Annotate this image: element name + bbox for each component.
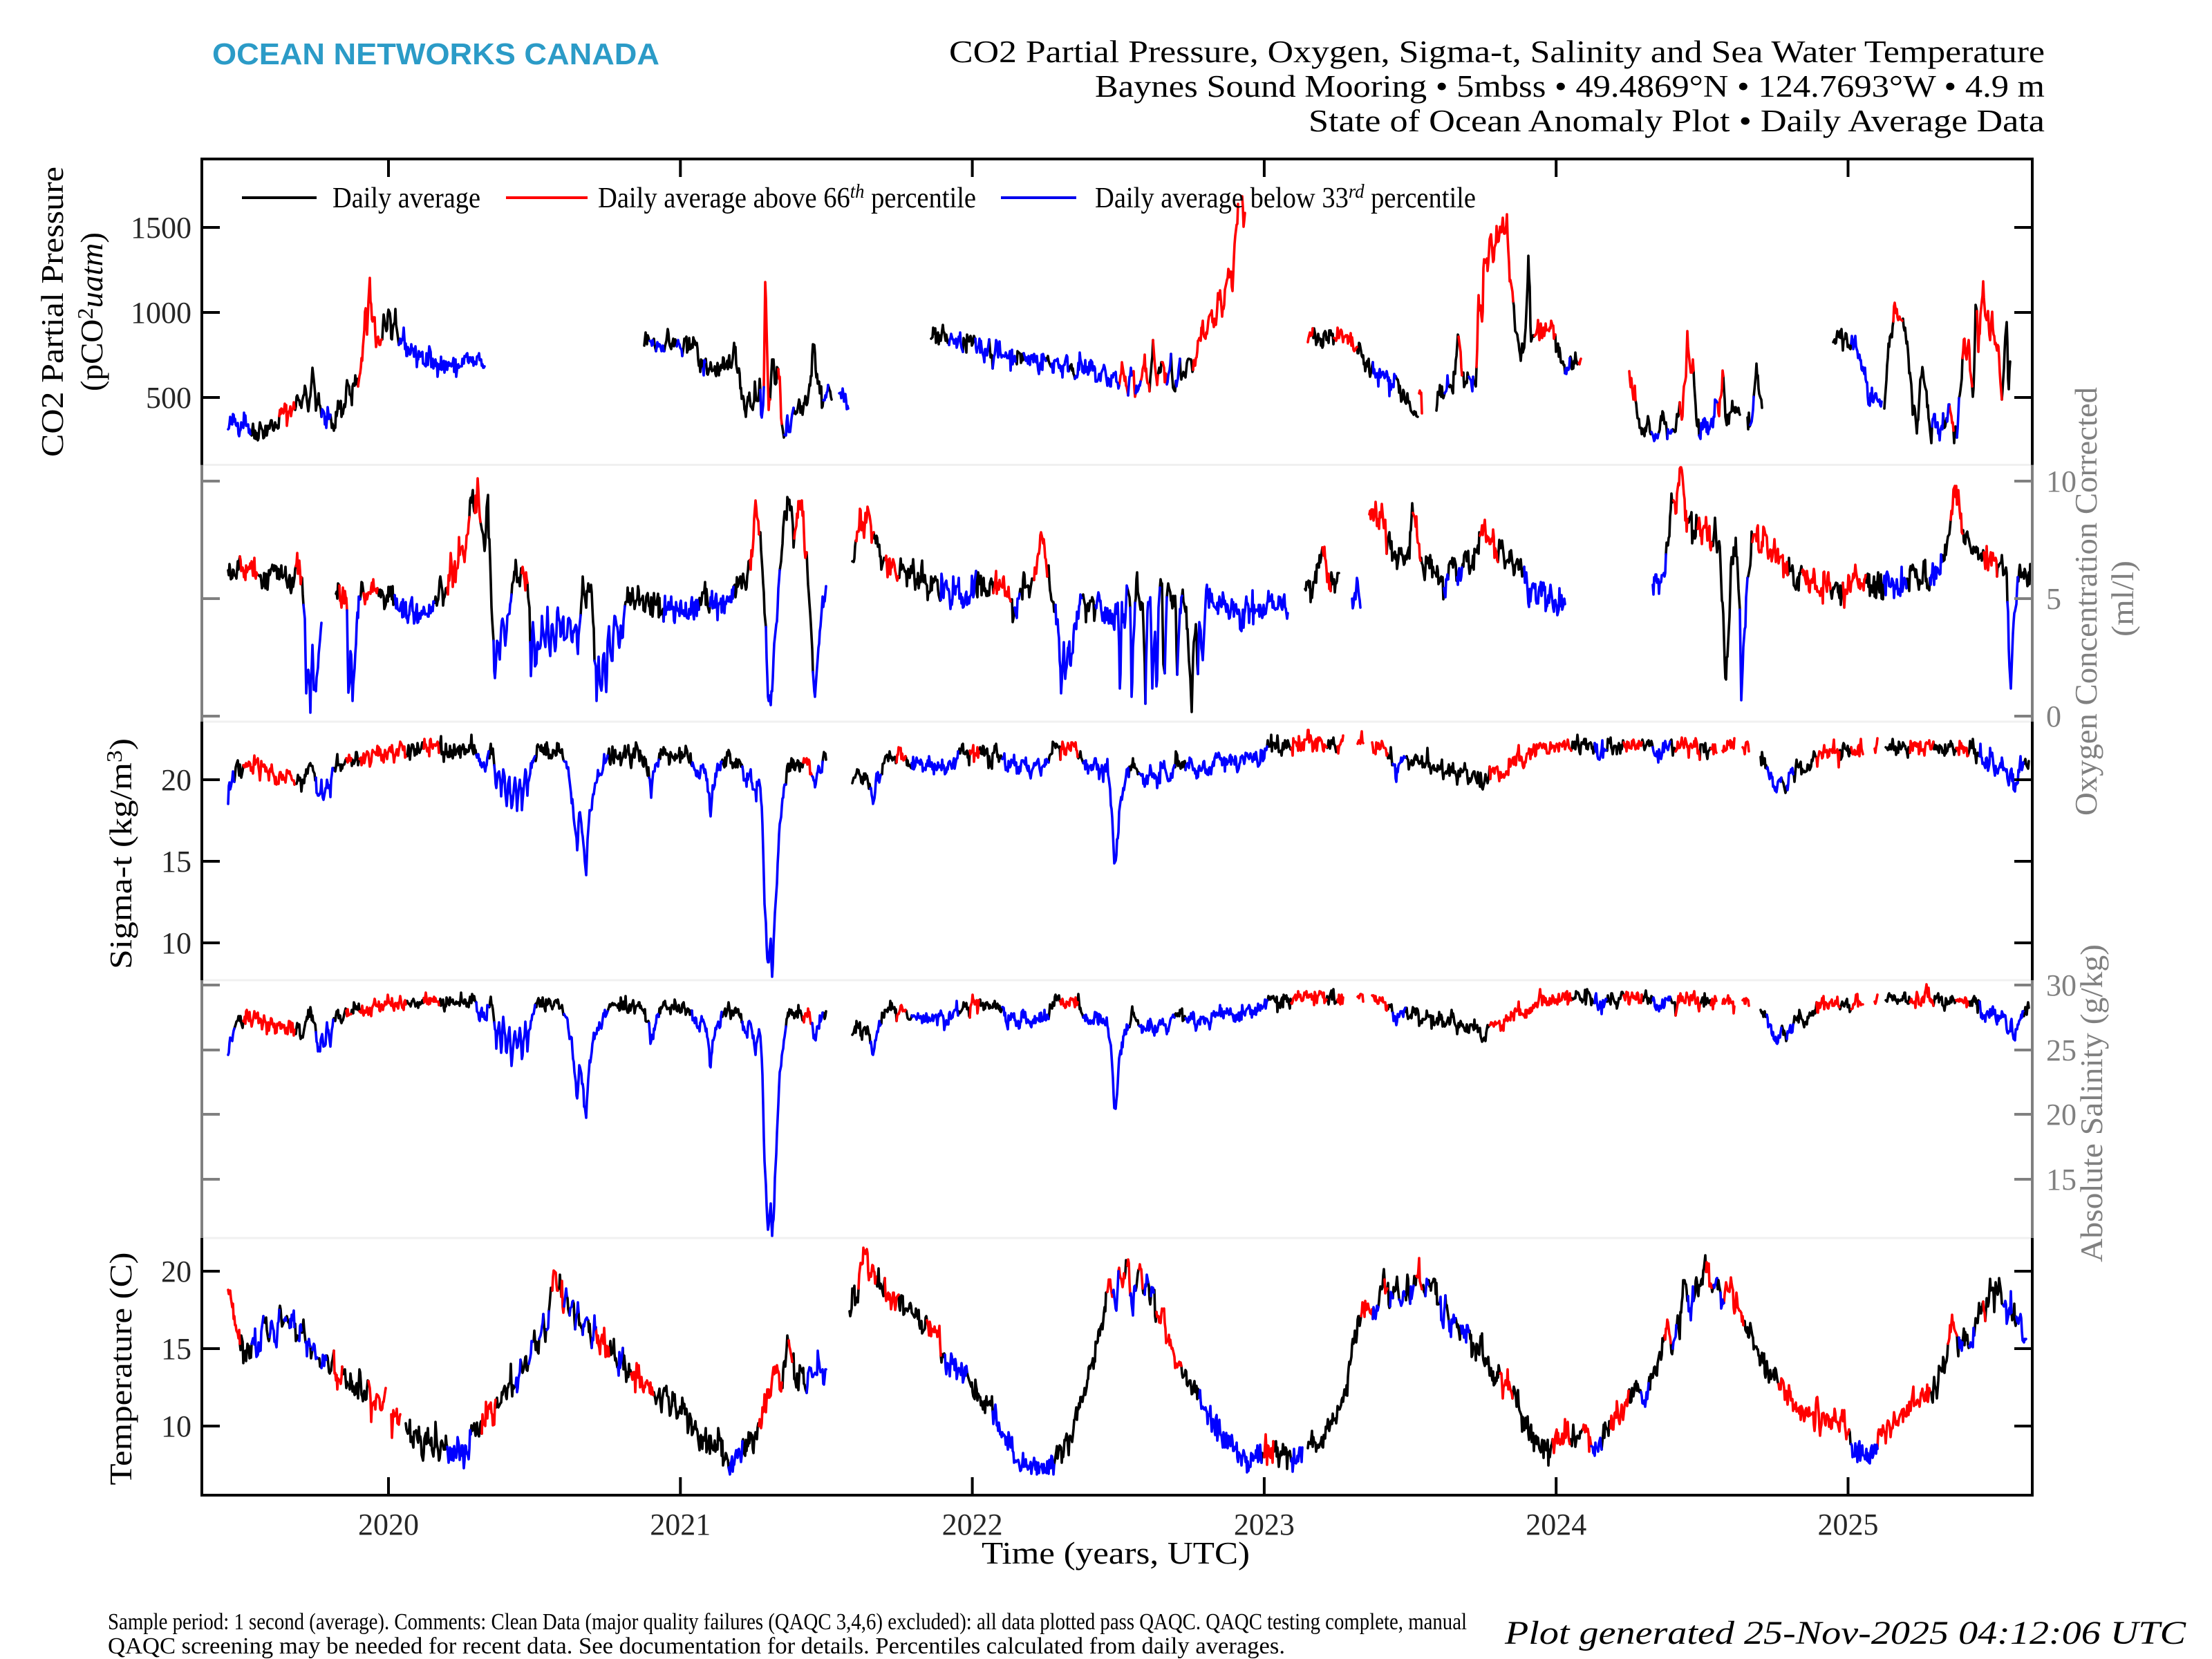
svg-text:2023: 2023 [1234, 1508, 1295, 1541]
svg-text:25: 25 [2046, 1033, 2077, 1067]
svg-text:20: 20 [161, 763, 191, 797]
svg-text:10: 10 [161, 1409, 191, 1443]
svg-text:0: 0 [2046, 700, 2061, 733]
svg-text:Absolute Salinity (g/kg): Absolute Salinity (g/kg) [2074, 944, 2109, 1262]
svg-text:15: 15 [2046, 1163, 2077, 1197]
svg-text:10: 10 [2046, 465, 2077, 498]
svg-text:Temperature (C): Temperature (C) [103, 1253, 138, 1485]
svg-text:20: 20 [161, 1255, 191, 1288]
svg-text:1000: 1000 [131, 296, 191, 330]
svg-text:QAQC screening may be needed f: QAQC screening may be needed for recent … [108, 1633, 1285, 1659]
svg-text:Daily average: Daily average [332, 182, 480, 214]
svg-text:1500: 1500 [131, 211, 191, 245]
svg-text:20: 20 [2046, 1098, 2077, 1132]
svg-text:2022: 2022 [942, 1508, 1003, 1541]
svg-text:10: 10 [161, 926, 191, 960]
svg-text:Sample period: 1 second (avera: Sample period: 1 second (average). Comme… [108, 1609, 1467, 1635]
svg-text:State of Ocean Anomaly Plot •: State of Ocean Anomaly Plot • Daily Aver… [1309, 104, 2045, 138]
svg-text:Plot generated 25-Nov-2025 04:: Plot generated 25-Nov-2025 04:12:06 UTC [1504, 1615, 2186, 1651]
svg-text:CO2 Partial Pressure, Oxygen,: CO2 Partial Pressure, Oxygen, Sigma-t, S… [949, 35, 2045, 69]
svg-text:2025: 2025 [1818, 1508, 1879, 1541]
svg-text:2024: 2024 [1526, 1508, 1586, 1541]
svg-text:Oxygen Concentration Corrected: Oxygen Concentration Corrected [2068, 387, 2103, 816]
svg-text:OCEAN NETWORKS CANADA: OCEAN NETWORKS CANADA [212, 37, 659, 71]
svg-text:(ml/l): (ml/l) [2105, 561, 2140, 637]
svg-text:Daily average above 66th perce: Daily average above 66th percentile [598, 180, 976, 214]
svg-text:CO2 Partial Pressure: CO2 Partial Pressure [35, 167, 70, 457]
svg-text:15: 15 [161, 1332, 191, 1366]
svg-text:Baynes Sound Mooring • 5mbss •: Baynes Sound Mooring • 5mbss • 49.4869°N… [1095, 69, 2045, 104]
svg-text:Time (years, UTC): Time (years, UTC) [982, 1535, 1250, 1571]
svg-text:15: 15 [161, 845, 191, 879]
svg-text:5: 5 [2046, 582, 2061, 616]
svg-text:2021: 2021 [650, 1508, 711, 1541]
svg-text:500: 500 [146, 381, 191, 415]
svg-text:Sigma-t (kg/m3): Sigma-t (kg/m3) [102, 738, 138, 969]
svg-text:Daily average below 33rd perce: Daily average below 33rd percentile [1095, 180, 1476, 214]
svg-text:30: 30 [2046, 968, 2077, 1002]
svg-text:2020: 2020 [358, 1508, 419, 1541]
